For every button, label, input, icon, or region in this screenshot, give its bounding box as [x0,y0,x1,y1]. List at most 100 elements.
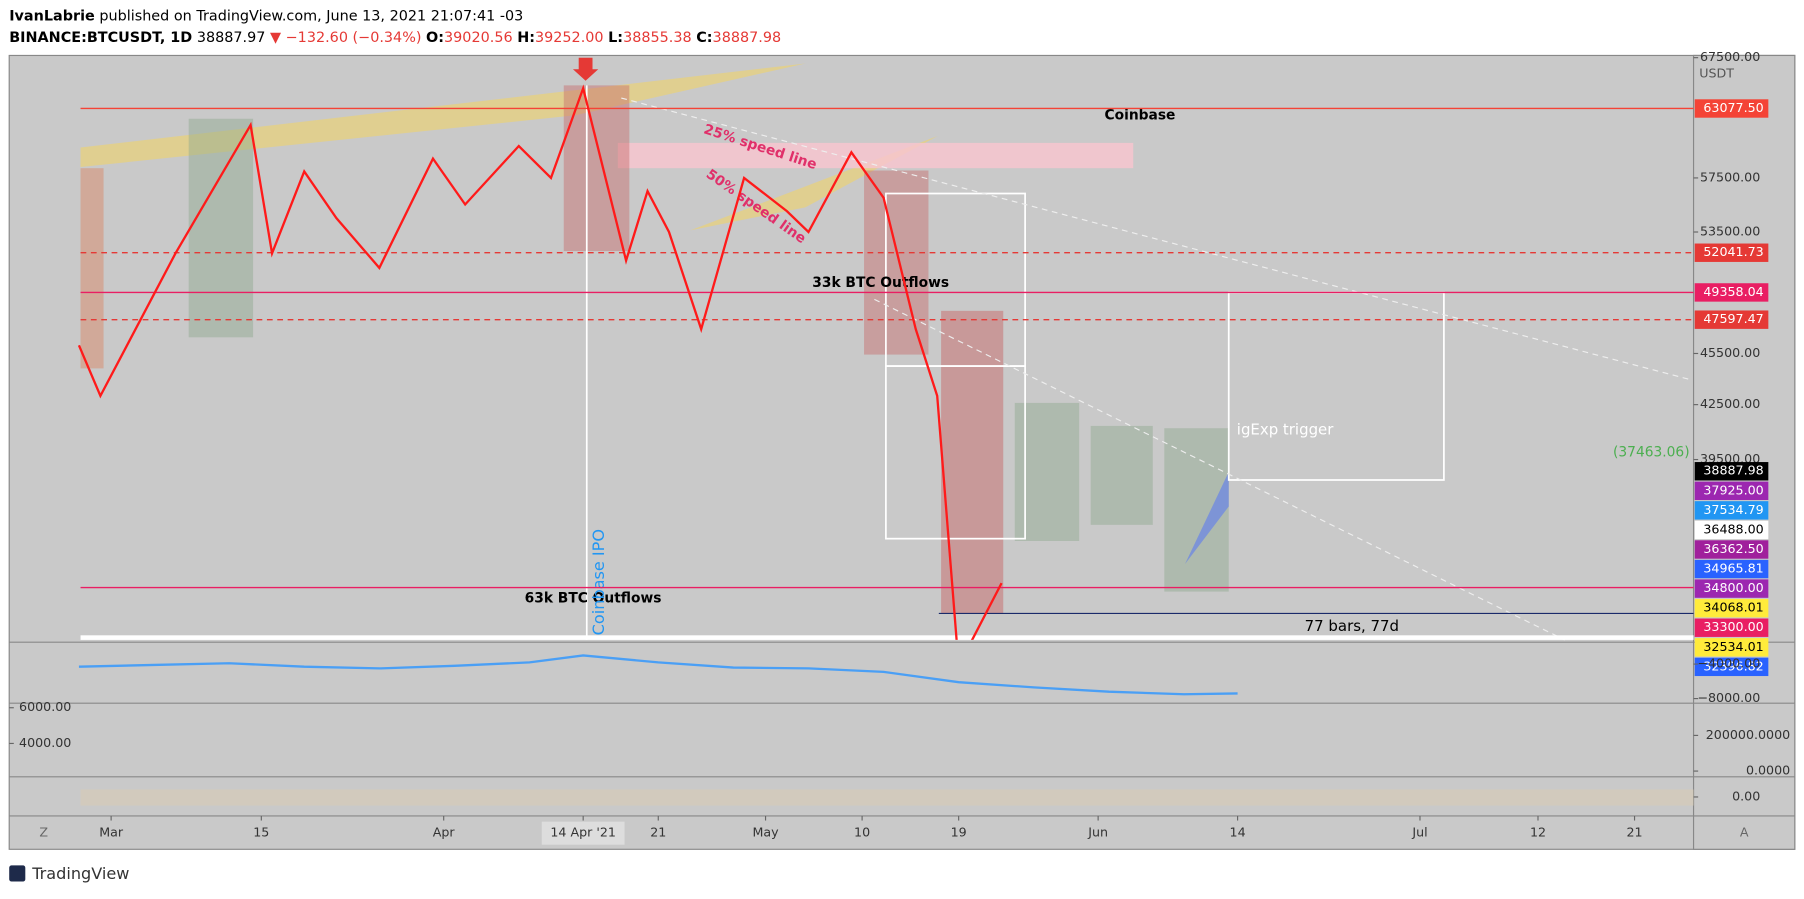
y-tick-label: 6000.00 [19,699,71,714]
unit-label: USDT [1699,65,1734,80]
annotation: (37463.06) [1613,444,1690,460]
price-label: 38887.98 [1703,463,1763,478]
x-tick-label: 21 [650,825,666,840]
price-label: 37534.79 [1703,502,1763,517]
price-label: 36488.00 [1703,521,1763,536]
ohlc-value: 38855.38 [623,30,692,46]
ohlc-value: 39020.56 [444,30,513,46]
ohlc-label: O: [426,30,444,46]
x-tick-label: 14 [1230,825,1246,840]
author: IvanLabrie [9,8,95,24]
box-outline [885,365,1026,540]
box [188,118,254,338]
y-tick-label: 57500.00 [1700,169,1760,184]
y-tick-label: −4000.00 [1697,656,1760,671]
chart-frame [8,54,1796,850]
annotation: 77 bars, 77d [1305,617,1399,635]
price-label-bg [1694,559,1769,579]
x-tick-label: 15 [253,825,269,840]
price-label-bg [1694,99,1769,118]
trend-line [874,298,1565,641]
price-label-bg [1694,657,1769,677]
ohlc-label: C: [696,30,712,46]
range-bar [80,635,1694,640]
byline: published on TradingView.com, June 13, 2… [99,8,523,24]
box [1090,425,1153,525]
symbol: BINANCE:BTCUSDT, 1D [9,30,192,46]
y-tick-label: 4000.00 [19,735,71,750]
x-tick-label: 10 [854,825,870,840]
header-line1: IvanLabrie published on TradingView.com,… [9,8,523,24]
price-label: 32534.01 [1703,639,1763,654]
y-tick-label: 45500.00 [1700,345,1760,360]
price-label-bg [1694,243,1769,262]
oscillator-line [78,654,1238,696]
x-tick-label: 14 Apr '21 [550,825,616,840]
price-label-bg [1694,598,1769,618]
x-tick-label: 12 [1530,825,1546,840]
change: ▼ −132.60 (−0.34%) [270,30,421,46]
price-label-bg [1694,501,1769,520]
price-label-bg [1694,283,1769,302]
price-label: 34965.81 [1703,561,1763,576]
price-label: 33300.00 [1703,619,1763,634]
triangle [80,63,806,168]
z-button[interactable]: Z [39,825,48,840]
price-label: 36362.50 [1703,541,1763,556]
price-label-bg [1694,638,1769,657]
ohlc-value: 38887.98 [713,30,782,46]
annotation: igExp trigger [1237,421,1334,439]
tick-highlight [541,821,625,845]
price-label: 47597.47 [1703,311,1763,326]
box [864,170,929,355]
x-tick-label: 21 [1626,825,1642,840]
x-tick-label: May [752,825,779,840]
price-label: 34800.00 [1703,580,1763,595]
box [563,85,630,252]
price-label: 37925.00 [1703,482,1763,497]
price-axis [1692,54,1796,850]
a-button[interactable]: A [1740,825,1749,840]
x-tick-label: Jul [1411,825,1427,840]
price-label: 34068.01 [1703,600,1763,615]
price-label: 63077.50 [1703,100,1763,115]
x-tick-label: Jun [1087,825,1108,840]
x-tick-label: Mar [99,825,124,840]
y-tick-label: 67500.00 [1700,49,1760,64]
y-tick-label: 42500.00 [1700,396,1760,411]
zone [617,142,1134,169]
price-label: 49358.04 [1703,284,1763,299]
annotation: Coinbase [1104,107,1175,123]
ohlc-value: 39252.00 [535,30,604,46]
annotation: 63k BTC Outflows [525,590,662,606]
price-label-bg [1694,579,1769,598]
band [80,789,1694,806]
zigzag-line [77,84,1003,640]
annotation: Coinbase IPO [589,529,608,635]
y-tick-label: 0.00 [1732,788,1760,803]
header-line2: BINANCE:BTCUSDT, 1D 38887.97 ▼ −132.60 (… [9,30,781,46]
brand: TradingView [31,864,129,883]
price-label-bg [1694,520,1769,540]
price-label-bg [1694,310,1769,329]
x-tick-label: Apr [433,825,456,840]
logo [9,865,26,882]
x-tick-label: 19 [951,825,967,840]
y-tick-label: 53500.00 [1700,224,1760,239]
box [80,168,104,369]
price-label-bg [1694,462,1769,481]
price-label-bg [1694,540,1769,559]
y-tick-label: 200000.0000 [1706,727,1790,742]
ohlc-label: L: [608,30,623,46]
price-label: 32396.82 [1703,658,1763,673]
trend-line [621,97,1692,381]
y-tick-label: −8000.00 [1697,690,1760,705]
annotation: 33k BTC Outflows [812,275,949,291]
arrow [572,57,599,81]
y-tick-label: 0.0000 [1746,763,1790,778]
price-label-bg [1694,481,1769,501]
ohlc-label: H: [517,30,535,46]
last-price: 38887.97 [197,30,266,46]
price-label: 52041.73 [1703,244,1763,259]
